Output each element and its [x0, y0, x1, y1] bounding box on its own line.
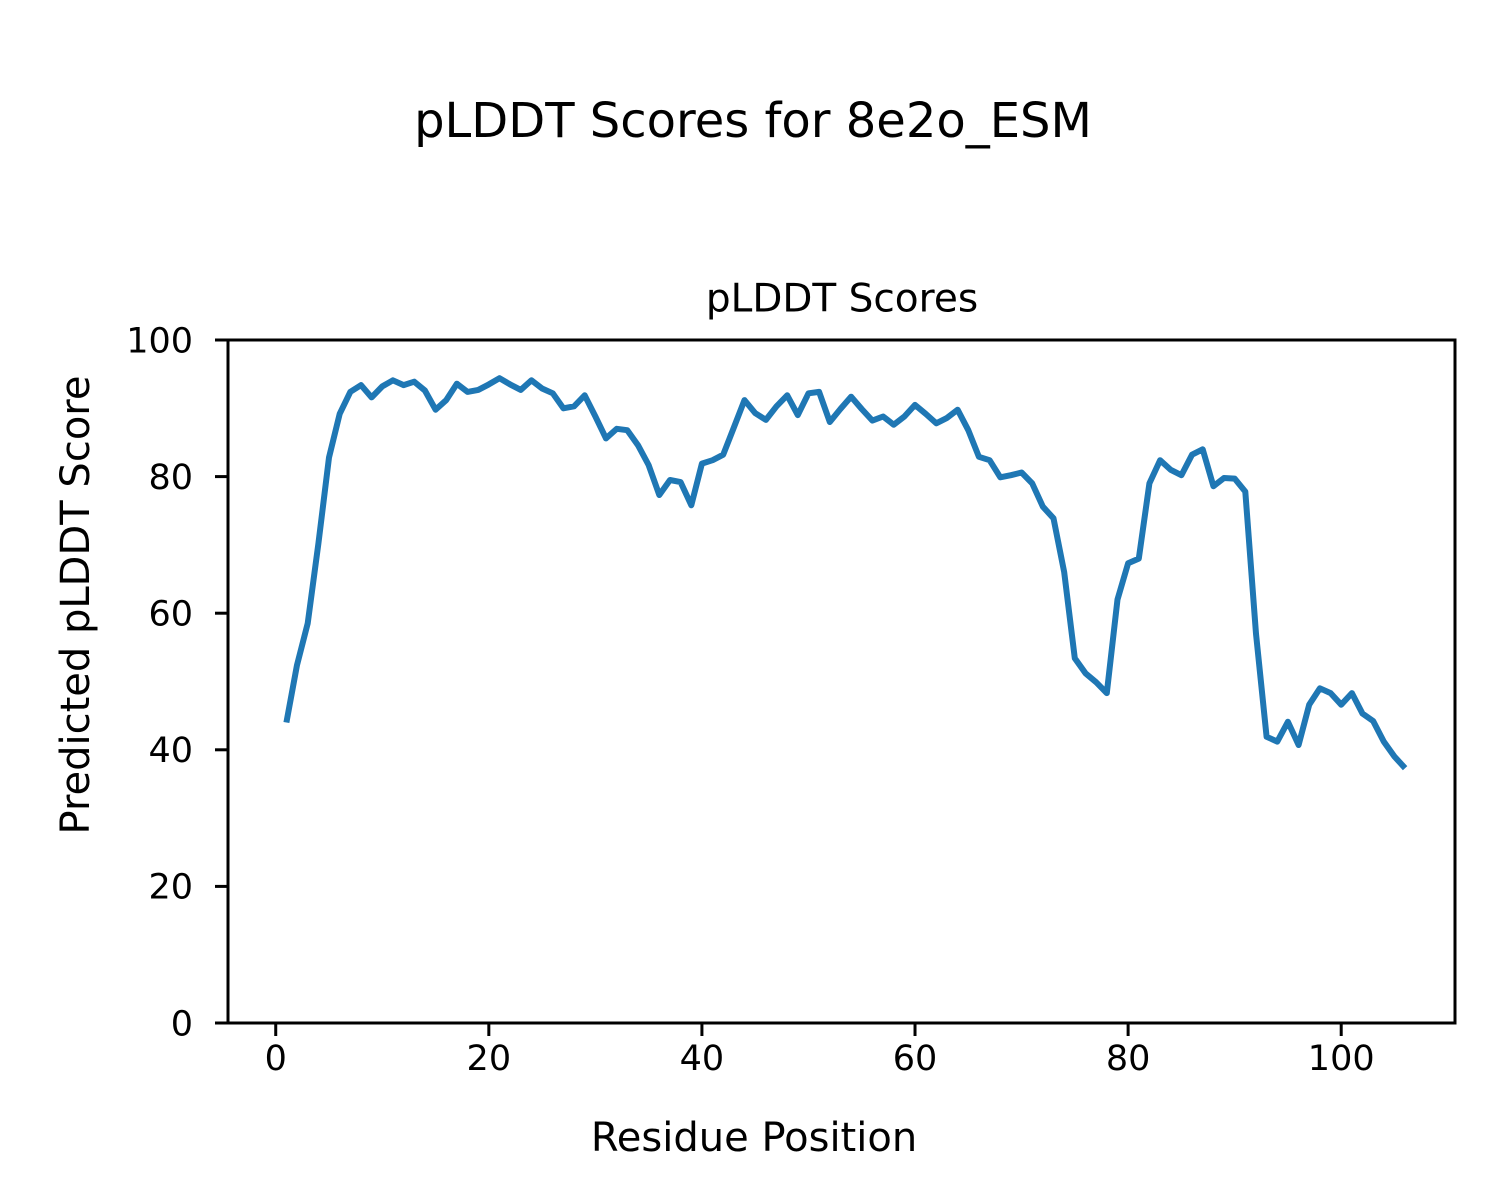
x-axis-ticks	[274, 1023, 1343, 1036]
axes-frame	[226, 338, 1457, 1025]
plddt-line	[283, 375, 1408, 771]
y-tick-label: 80	[148, 458, 193, 498]
x-tick-label: 20	[467, 1039, 512, 1079]
y-axis-label: Predicted pLDDT Score	[53, 375, 99, 835]
y-axis-tick-labels: 0 20 40 60 80 100	[126, 321, 193, 1044]
x-tick-label: 0	[265, 1039, 287, 1079]
y-tick-label: 20	[148, 868, 193, 908]
y-axis-ticks	[215, 338, 228, 1025]
x-tick-label: 60	[893, 1039, 938, 1079]
x-axis-tick-labels: 0 20 40 60 80 100	[265, 1039, 1375, 1079]
x-tick-label: 40	[680, 1039, 725, 1079]
x-tick-label: 80	[1106, 1039, 1151, 1079]
y-tick-label: 60	[148, 594, 193, 634]
y-tick-label: 0	[171, 1004, 193, 1044]
y-tick-label: 100	[126, 321, 193, 361]
y-tick-label: 40	[148, 731, 193, 771]
axes-title: pLDDT Scores	[705, 276, 979, 322]
x-tick-label: 100	[1308, 1039, 1375, 1079]
x-axis-label: Residue Position	[590, 1115, 918, 1161]
figure-suptitle: pLDDT Scores for 8e2o_ESM	[414, 93, 1092, 149]
